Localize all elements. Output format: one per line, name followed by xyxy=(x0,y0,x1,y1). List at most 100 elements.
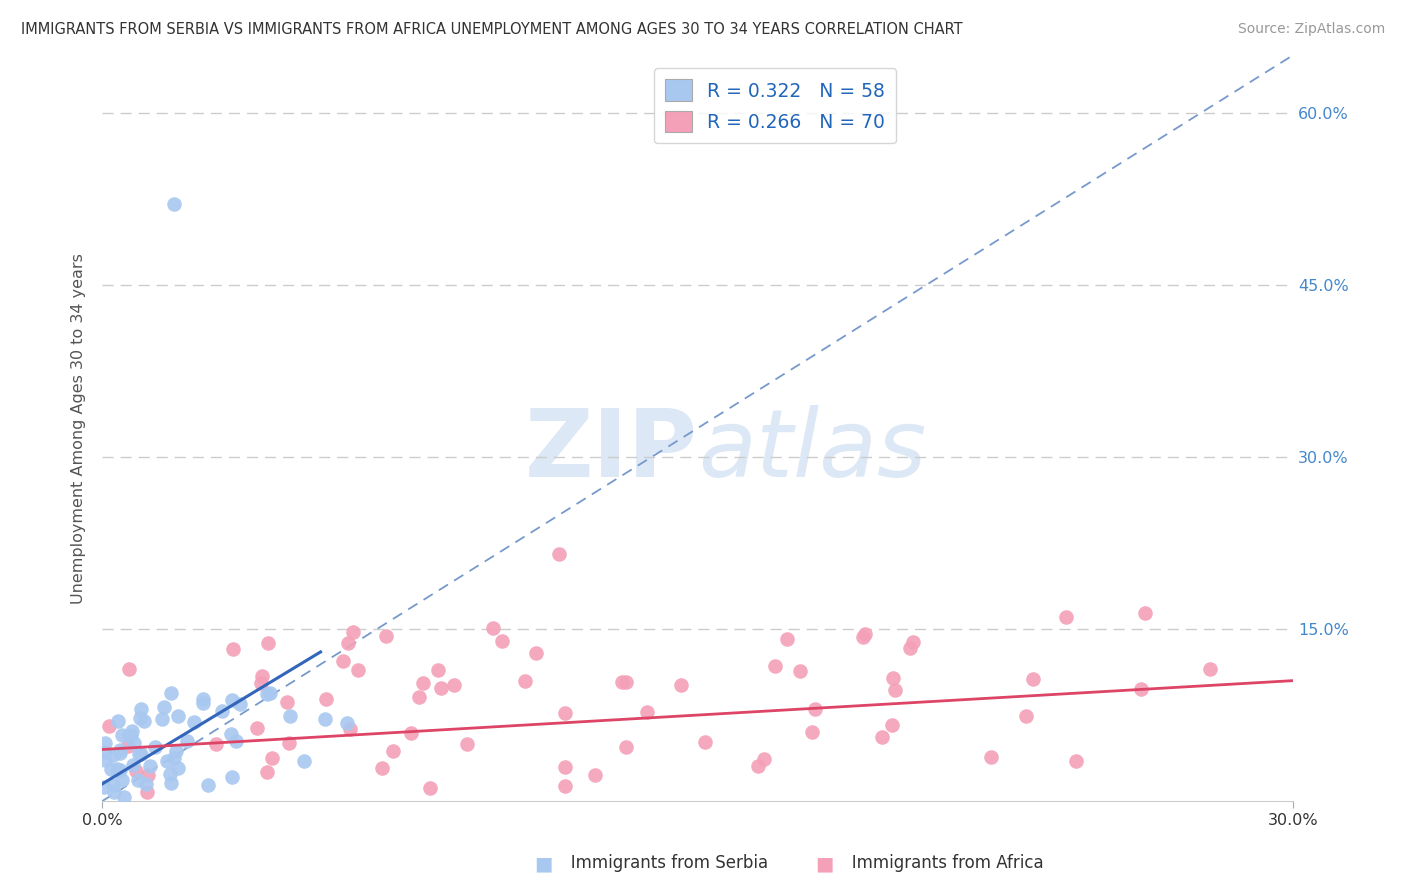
Point xyxy=(278,709,301,723)
Point xyxy=(93,780,115,794)
Point xyxy=(898,640,921,655)
Point xyxy=(430,681,453,696)
Point xyxy=(257,635,280,649)
Point xyxy=(166,761,188,775)
Point xyxy=(118,729,141,743)
Point xyxy=(120,728,142,742)
Point xyxy=(336,716,359,731)
Text: atlas: atlas xyxy=(697,405,927,496)
Point xyxy=(610,674,633,689)
Text: Immigrants from Africa: Immigrants from Africa xyxy=(815,855,1045,872)
Text: Source: ZipAtlas.com: Source: ZipAtlas.com xyxy=(1237,22,1385,37)
Point xyxy=(412,676,434,690)
Point xyxy=(122,736,145,750)
Point xyxy=(165,744,187,758)
Point xyxy=(135,777,157,791)
Point xyxy=(111,728,134,742)
Point xyxy=(221,771,243,785)
Point xyxy=(127,772,149,787)
Point xyxy=(342,624,364,639)
Point xyxy=(125,764,148,778)
Point xyxy=(884,682,907,697)
Point xyxy=(554,706,576,720)
Point xyxy=(491,634,513,648)
Point xyxy=(94,736,117,750)
Point xyxy=(515,674,537,689)
Point xyxy=(256,765,278,780)
Point xyxy=(100,762,122,776)
Point xyxy=(314,712,336,726)
Text: Immigrants from Serbia: Immigrants from Serbia xyxy=(534,855,769,872)
Point xyxy=(163,751,186,765)
Point xyxy=(292,754,315,768)
Point xyxy=(107,714,129,728)
Point xyxy=(225,734,247,748)
Point xyxy=(94,753,117,767)
Point xyxy=(399,726,422,740)
Point xyxy=(1064,754,1087,768)
Point xyxy=(129,702,152,716)
Point xyxy=(456,737,478,751)
Point xyxy=(381,743,404,757)
Point xyxy=(1054,610,1077,624)
Point xyxy=(132,714,155,728)
Point xyxy=(882,671,904,685)
Point xyxy=(108,743,131,757)
Point xyxy=(747,759,769,773)
Point xyxy=(222,641,245,656)
Point xyxy=(614,674,637,689)
Point xyxy=(211,704,233,718)
Point xyxy=(763,658,786,673)
Point xyxy=(980,750,1002,764)
Point xyxy=(408,690,430,704)
Point xyxy=(804,702,827,716)
Point xyxy=(426,663,449,677)
Point xyxy=(221,692,243,706)
Point xyxy=(443,678,465,692)
Point xyxy=(337,636,360,650)
Text: ■: ■ xyxy=(534,854,553,873)
Point xyxy=(259,686,281,700)
Point xyxy=(117,662,139,676)
Point xyxy=(205,737,228,751)
Point xyxy=(197,779,219,793)
Point xyxy=(97,719,120,733)
Point xyxy=(375,629,398,643)
Point xyxy=(129,747,152,761)
Point xyxy=(94,745,117,759)
Point xyxy=(776,632,799,646)
Point xyxy=(262,750,284,764)
Point xyxy=(669,678,692,692)
Point xyxy=(167,708,190,723)
Point xyxy=(156,754,179,768)
Point xyxy=(693,735,716,749)
Point xyxy=(880,718,903,732)
Point xyxy=(163,197,186,211)
Point xyxy=(1022,672,1045,686)
Point xyxy=(852,630,875,644)
Point xyxy=(800,725,823,739)
Point xyxy=(1198,662,1220,676)
Point xyxy=(136,768,159,782)
Text: IMMIGRANTS FROM SERBIA VS IMMIGRANTS FROM AFRICA UNEMPLOYMENT AMONG AGES 30 TO 3: IMMIGRANTS FROM SERBIA VS IMMIGRANTS FRO… xyxy=(21,22,963,37)
Point xyxy=(112,790,135,805)
Text: ZIP: ZIP xyxy=(524,404,697,497)
Point xyxy=(143,740,166,755)
Legend: R = 0.322   N = 58, R = 0.266   N = 70: R = 0.322 N = 58, R = 0.266 N = 70 xyxy=(654,69,896,144)
Point xyxy=(332,654,354,668)
Point xyxy=(1015,709,1038,723)
Point xyxy=(870,730,893,744)
Point xyxy=(101,747,124,762)
Point xyxy=(228,697,250,711)
Point xyxy=(108,746,131,760)
Point xyxy=(128,747,150,761)
Point xyxy=(139,758,162,772)
Y-axis label: Unemployment Among Ages 30 to 34 years: Unemployment Among Ages 30 to 34 years xyxy=(72,252,86,604)
Point xyxy=(853,626,876,640)
Point xyxy=(160,775,183,789)
Point xyxy=(129,711,152,725)
Point xyxy=(583,768,606,782)
Point xyxy=(122,758,145,772)
Point xyxy=(101,778,124,792)
Point xyxy=(315,692,337,706)
